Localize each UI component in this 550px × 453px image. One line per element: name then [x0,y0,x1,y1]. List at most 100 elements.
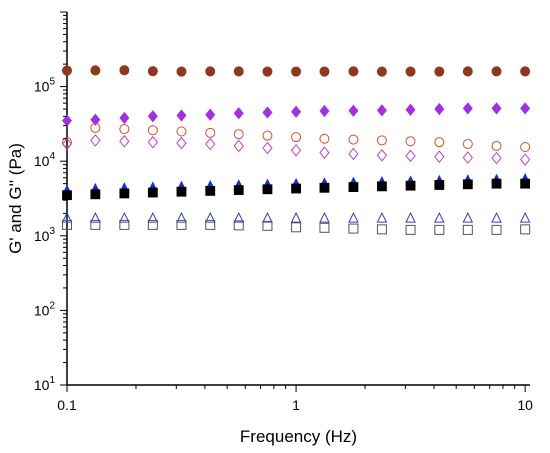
data-point [61,211,73,223]
data-point [520,142,531,153]
data-point [319,182,330,193]
data-point [319,211,330,223]
data-point [377,181,387,192]
data-point [405,149,416,163]
y-tick-label: 102 [34,300,56,318]
data-point [147,211,159,223]
data-point [319,146,330,159]
x-tick-label: 1 [292,397,300,413]
data-point [520,102,531,115]
data-point [176,219,187,230]
data-point [90,189,101,200]
data-point [176,66,187,77]
y-tick-label: 101 [34,375,56,393]
data-point [147,66,158,77]
data-point [205,108,216,121]
data-point [62,219,72,230]
data-point [205,219,216,230]
data-point [291,222,302,233]
data-point [147,219,158,230]
data-point [262,141,273,155]
data-point [176,109,187,122]
data-point [262,106,273,119]
data-point [376,104,387,117]
data-point [462,66,473,77]
data-point [233,129,244,140]
data-point [348,104,359,117]
data-point [348,223,359,234]
data-point [491,224,502,235]
data-point [319,133,330,144]
data-point [62,65,72,76]
data-point [90,211,101,223]
data-point [434,180,445,190]
data-point [176,211,187,223]
data-point [119,211,130,223]
data-point [405,224,416,235]
data-point [90,122,101,133]
data-point [520,178,531,189]
data-point [520,224,531,235]
data-point [434,102,445,116]
data-point [434,137,445,148]
data-point [205,185,216,196]
data-point [147,110,158,123]
data-point [61,137,73,151]
data-point [462,224,473,235]
data-point [405,180,416,191]
data-point [348,134,359,145]
data-point [434,150,445,163]
data-point [462,139,473,150]
data-point [348,66,359,77]
data-point [319,66,330,77]
data-point [434,224,445,235]
data-point [262,184,273,195]
data-point [405,136,416,147]
data-point [62,137,72,148]
data-point [233,107,244,120]
data-point [348,182,359,192]
data-point [262,211,273,223]
data-point [319,104,330,118]
data-point [61,114,73,127]
data-point [491,151,502,165]
data-point [376,211,388,223]
data-points [61,65,531,235]
data-point [233,66,244,77]
data-point [519,211,531,223]
data-point [205,66,216,77]
data-point [491,211,502,223]
data-point [291,105,302,118]
data-point [462,102,473,115]
data-point [262,66,273,77]
data-point [291,183,301,194]
data-point [119,65,130,76]
data-point [291,132,302,143]
data-point [290,144,302,157]
data-point [90,65,101,76]
data-point [462,179,473,190]
data-point [119,188,130,199]
data-point [376,224,387,235]
data-point [233,185,244,195]
data-point [233,139,244,153]
data-point [405,66,416,77]
data-point [204,211,216,223]
data-point [434,211,445,223]
data-point [491,140,502,151]
data-point [176,186,187,197]
data-point [119,134,130,148]
data-point [491,66,502,77]
y-tick-label: 105 [34,77,56,95]
data-point [233,211,245,223]
data-point [462,151,473,164]
data-point [376,149,388,162]
data-point [462,211,474,223]
x-tick-label: 10 [517,397,533,413]
data-point [176,136,187,150]
x-tick-label: 0.1 [57,397,77,413]
x-axis-title: Frequency (Hz) [240,427,357,446]
data-point [491,102,502,115]
y-tick-label: 104 [34,151,56,169]
